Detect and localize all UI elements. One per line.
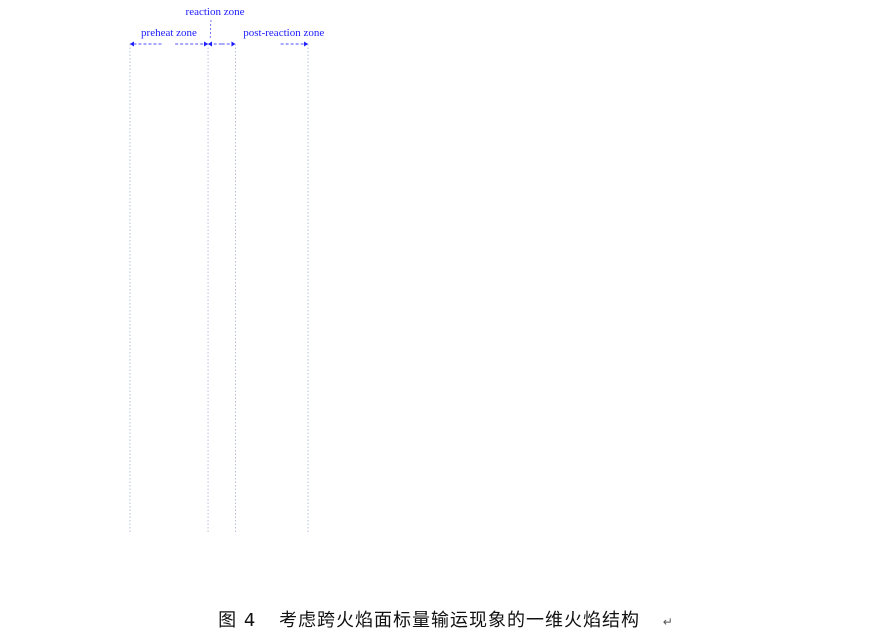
post-arrow-right-head: [304, 41, 309, 47]
zone-label-preheat: preheat zone: [141, 27, 197, 39]
reaction-pointer: [209, 19, 212, 41]
reaction-arrow-left-head: [208, 41, 213, 47]
figure: reaction zone preheat zone post-reaction z…: [129, 6, 324, 533]
preheat-arrow-left-head: [129, 41, 134, 47]
caption-text: 考虑跨火焰面标量输运现象的一维火焰结构: [279, 610, 641, 631]
zone-label-post: post-reaction zone: [243, 27, 324, 39]
preheat-arrow-right-head: [204, 41, 209, 47]
reaction-arrow-right-head: [231, 41, 236, 47]
figure-label: 图 4: [218, 610, 257, 631]
figure-caption: 图 4 考虑跨火焰面标量输运现象的一维火焰结构 ↵: [0, 606, 892, 632]
zone-header: reaction zone preheat zone post-reaction z…: [129, 6, 324, 533]
zone-label-reaction: reaction zone: [186, 6, 245, 18]
paragraph-mark: ↵: [662, 615, 674, 629]
